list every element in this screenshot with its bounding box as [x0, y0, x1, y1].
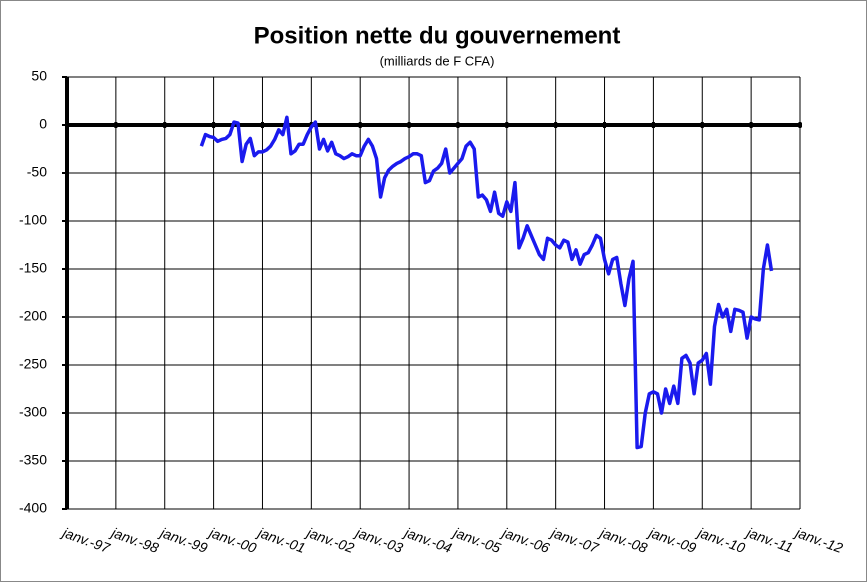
chart-subtitle: (milliards de F CFA)	[380, 53, 495, 68]
y-tick-label: -300	[19, 404, 47, 420]
y-tick-label: -50	[27, 164, 47, 180]
y-tick-label: -100	[19, 212, 47, 228]
y-tick-label: 50	[31, 68, 47, 84]
data-line	[199, 115, 774, 450]
y-tick-label: -350	[19, 452, 47, 468]
y-tick-label: -250	[19, 356, 47, 372]
chart-title: Position nette du gouvernement	[254, 22, 621, 49]
y-tick-label: -200	[19, 308, 47, 324]
y-tick-label: -150	[19, 260, 47, 276]
y-tick-label: 0	[39, 116, 47, 132]
y-tick-label: -400	[19, 500, 47, 516]
